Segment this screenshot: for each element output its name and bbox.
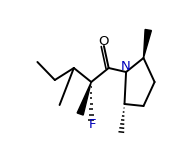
Text: N: N bbox=[121, 60, 131, 73]
Polygon shape bbox=[77, 82, 91, 115]
Text: O: O bbox=[98, 35, 109, 48]
Text: F: F bbox=[88, 118, 96, 131]
Polygon shape bbox=[143, 29, 151, 58]
